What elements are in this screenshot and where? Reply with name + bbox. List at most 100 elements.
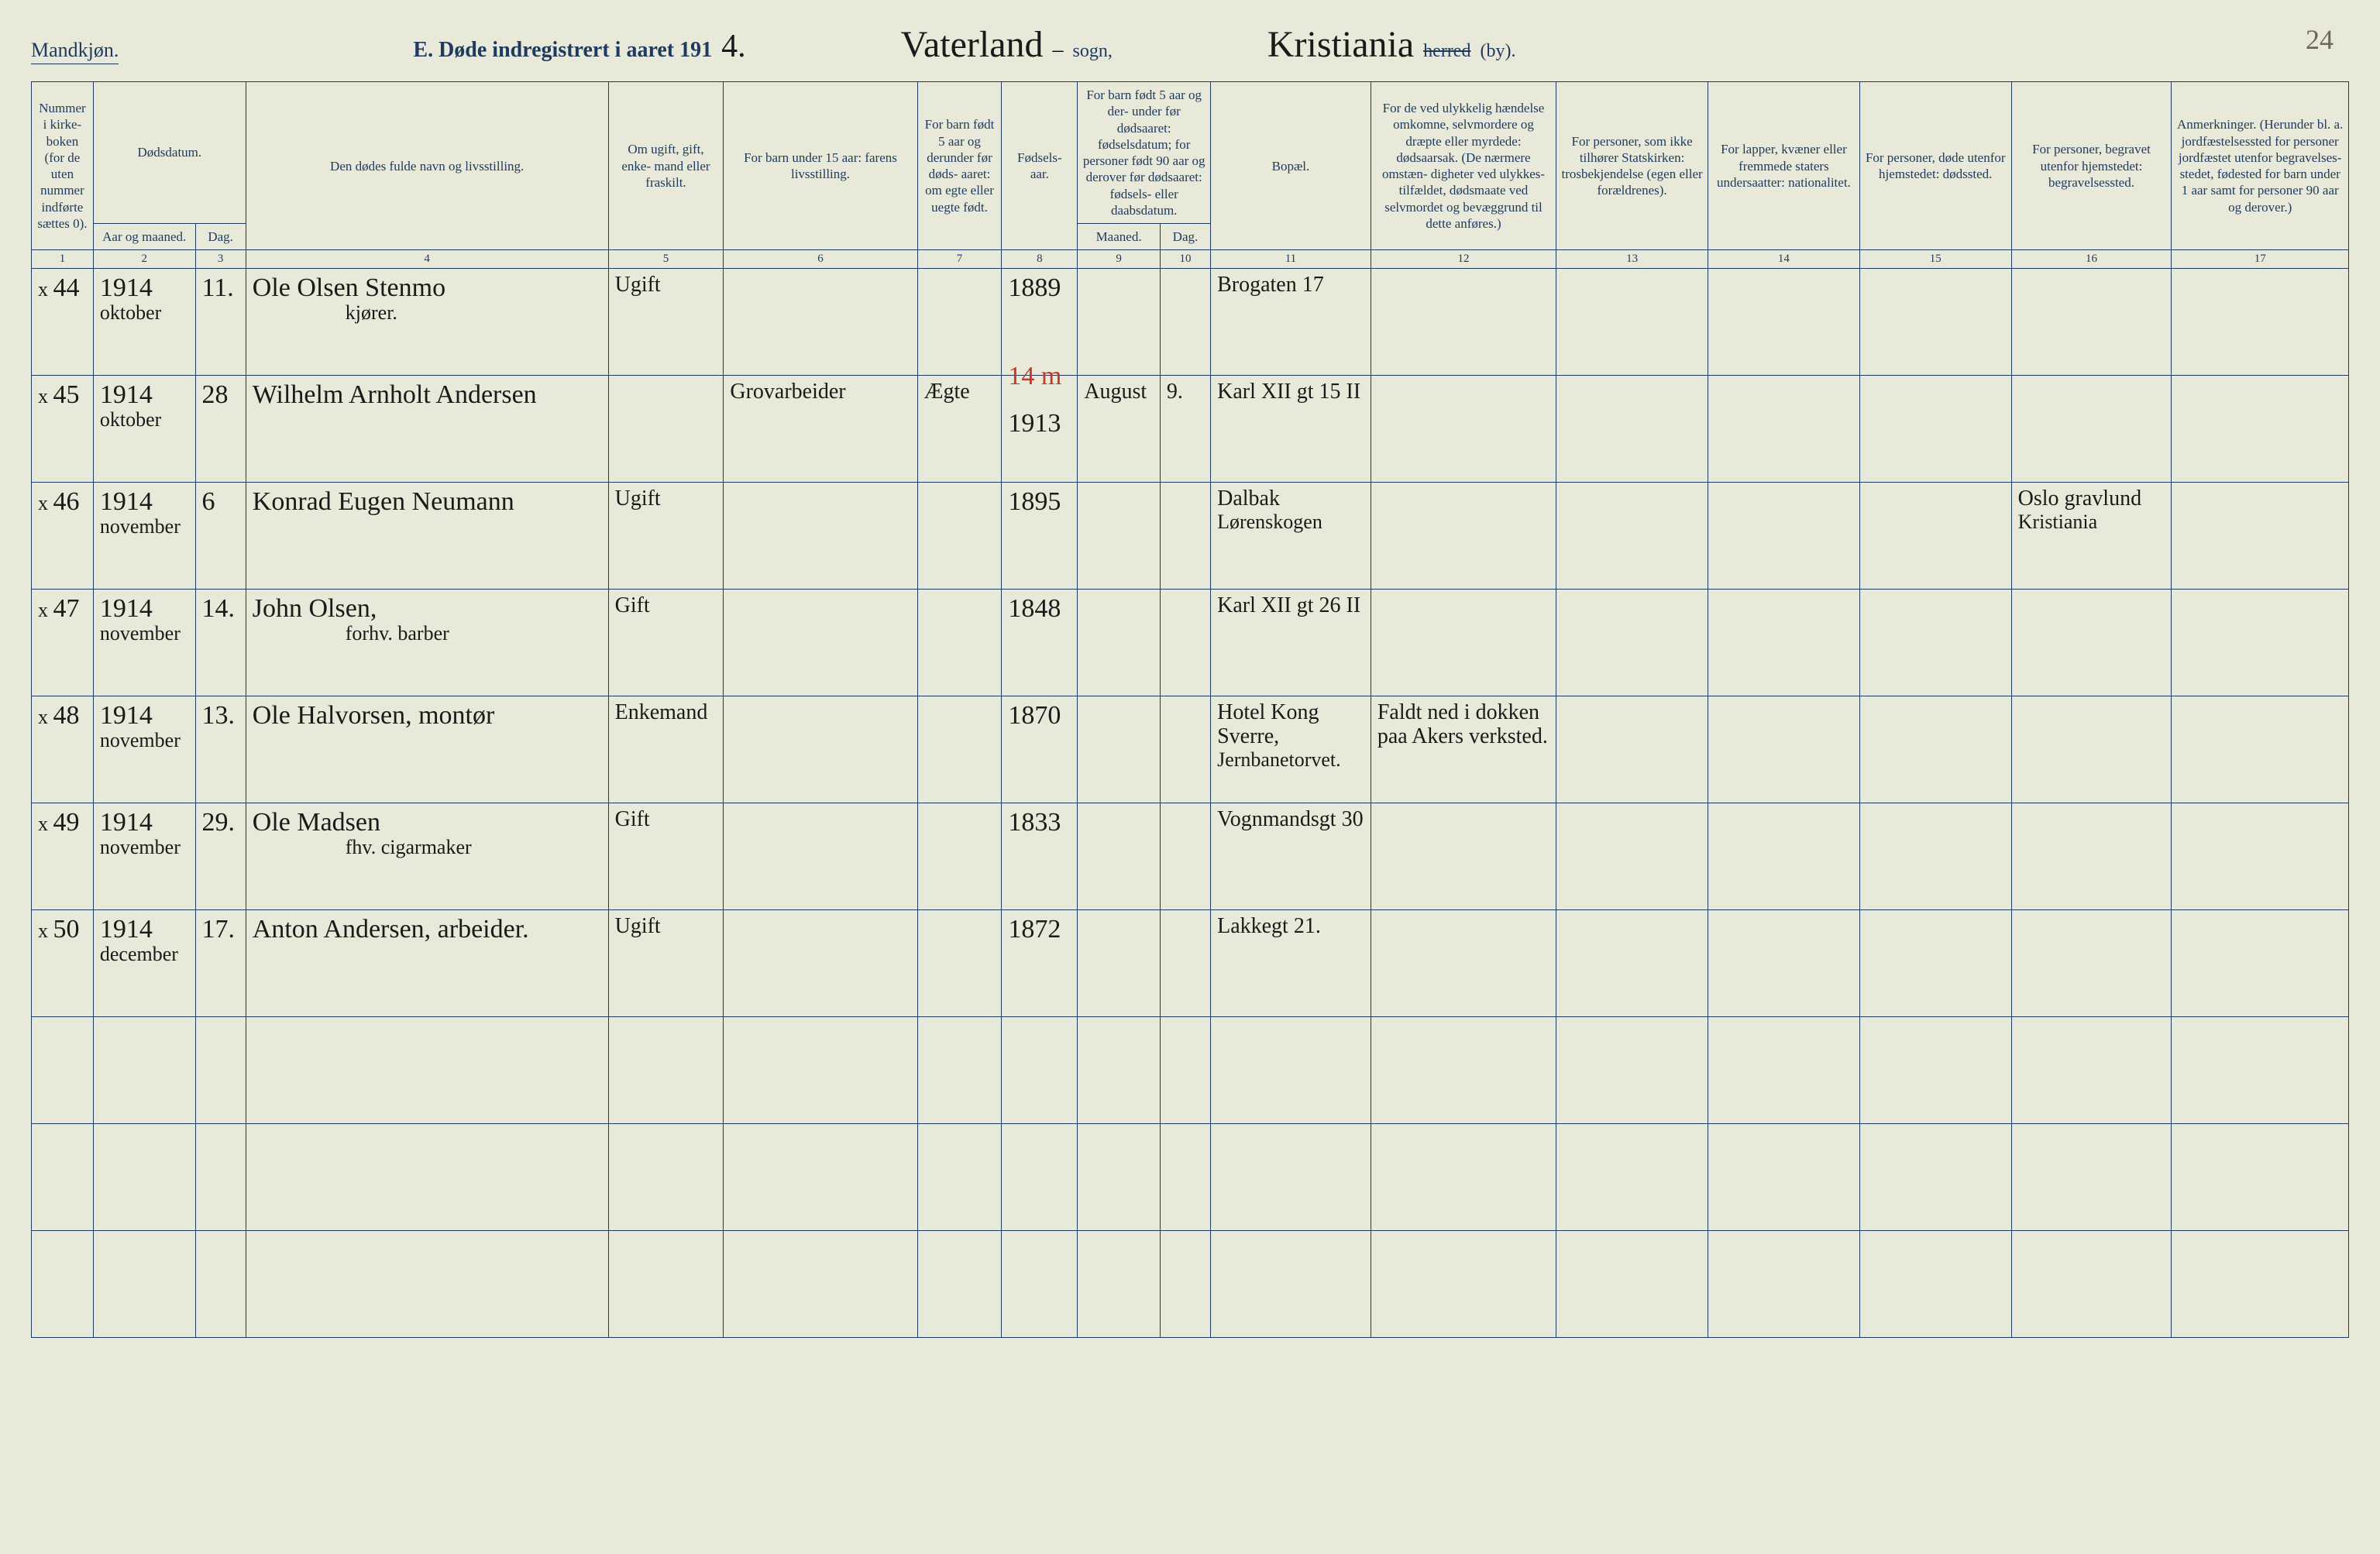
col-header: Aar og maaned. bbox=[93, 224, 195, 250]
col-header: Om ugift, gift, enke- mand eller fraskil… bbox=[608, 82, 724, 250]
cell-cause: Faldt ned i dokken paa Akers verksted. bbox=[1371, 696, 1556, 803]
cell-notes bbox=[2172, 269, 2349, 376]
city-hand: Kristiania bbox=[1267, 23, 1414, 66]
col-header: Maaned. bbox=[1078, 224, 1161, 250]
cell-blank bbox=[1002, 1017, 1078, 1124]
city-block: Kristiania herred (by). bbox=[1267, 23, 1516, 66]
cell-burial bbox=[2011, 803, 2172, 910]
cell-blank bbox=[246, 1124, 608, 1231]
city-print-strike: herred bbox=[1423, 41, 1470, 62]
col-number: 5 bbox=[608, 250, 724, 269]
col-header: For personer, begravet utenfor hjemstede… bbox=[2011, 82, 2172, 250]
col-header: Anmerkninger. (Herunder bl. a. jordfæste… bbox=[2172, 82, 2349, 250]
cell-nat bbox=[1708, 696, 1860, 803]
col-header: For barn født 5 aar og derunder før døds… bbox=[917, 82, 1002, 250]
cell-birthday bbox=[1160, 590, 1210, 696]
cell-father: Grovarbeider bbox=[724, 376, 917, 483]
parish-suffix: sogn, bbox=[1073, 41, 1113, 62]
cell-birthmonth bbox=[1078, 803, 1161, 910]
cell-civil bbox=[608, 376, 724, 483]
cell-legit bbox=[917, 803, 1002, 910]
cell-blank bbox=[195, 1124, 246, 1231]
cell-faith bbox=[1556, 696, 1708, 803]
col-number: 14 bbox=[1708, 250, 1860, 269]
col-header: Bopæl. bbox=[1211, 82, 1371, 250]
cell-name: Konrad Eugen Neumann bbox=[246, 483, 608, 590]
cell-blank bbox=[1371, 1124, 1556, 1231]
cell-blank bbox=[1160, 1124, 1210, 1231]
cell-legit bbox=[917, 696, 1002, 803]
cell-num: x 47 bbox=[32, 590, 94, 696]
col-number: 6 bbox=[724, 250, 917, 269]
cell-burial bbox=[2011, 590, 2172, 696]
cell-deathplace bbox=[1859, 803, 2011, 910]
cell-bopel: Brogaten 17 bbox=[1211, 269, 1371, 376]
cell-yearmonth: 1914oktober bbox=[93, 376, 195, 483]
cell-legit bbox=[917, 483, 1002, 590]
cell-blank bbox=[1859, 1017, 2011, 1124]
col-header: Dag. bbox=[195, 224, 246, 250]
cell-father bbox=[724, 269, 917, 376]
cell-name: Ole Olsen Stenmokjører. bbox=[246, 269, 608, 376]
cell-father bbox=[724, 910, 917, 1017]
city-print-suffix: (by). bbox=[1480, 41, 1515, 62]
title-year-hand: 4. bbox=[721, 28, 746, 65]
cell-notes bbox=[2172, 696, 2349, 803]
cell-blank bbox=[1211, 1231, 1371, 1338]
cell-burial bbox=[2011, 269, 2172, 376]
cell-legit: Ægte bbox=[917, 376, 1002, 483]
cell-blank bbox=[917, 1231, 1002, 1338]
cell-birthmonth bbox=[1078, 483, 1161, 590]
cell-blank bbox=[93, 1124, 195, 1231]
cell-blank bbox=[1708, 1017, 1860, 1124]
cell-cause bbox=[1371, 590, 1556, 696]
cell-name: John Olsen,forhv. barber bbox=[246, 590, 608, 696]
cell-birthday bbox=[1160, 803, 1210, 910]
col-number: 13 bbox=[1556, 250, 1708, 269]
col-header: Fødsels- aar. bbox=[1002, 82, 1078, 250]
table-row: x 441914oktober11.Ole Olsen Stenmokjører… bbox=[32, 269, 2349, 376]
cell-num: x 46 bbox=[32, 483, 94, 590]
title-block: E. Døde indregistrert i aaret 191 4. bbox=[413, 28, 745, 65]
cell-burial bbox=[2011, 696, 2172, 803]
cell-nat bbox=[1708, 910, 1860, 1017]
cell-blank bbox=[724, 1017, 917, 1124]
col-number: 15 bbox=[1859, 250, 2011, 269]
col-number: 1 bbox=[32, 250, 94, 269]
cell-father bbox=[724, 483, 917, 590]
cell-birthday bbox=[1160, 483, 1210, 590]
cell-blank bbox=[608, 1124, 724, 1231]
cell-bopel: Vognmandsgt 30 bbox=[1211, 803, 1371, 910]
parish-hand: Vaterland bbox=[901, 23, 1044, 66]
cell-blank bbox=[724, 1231, 917, 1338]
table-row: x 501914december17.Anton Andersen, arbei… bbox=[32, 910, 2349, 1017]
cell-blank bbox=[2011, 1124, 2172, 1231]
cell-blank bbox=[1556, 1124, 1708, 1231]
col-header: For personer, døde utenfor hjemstedet: d… bbox=[1859, 82, 2011, 250]
cell-cause bbox=[1371, 269, 1556, 376]
cell-birthday: 9. bbox=[1160, 376, 1210, 483]
cell-birthmonth bbox=[1078, 696, 1161, 803]
cell-civil: Ugift bbox=[608, 910, 724, 1017]
col-number: 11 bbox=[1211, 250, 1371, 269]
cell-blank bbox=[917, 1017, 1002, 1124]
cell-civil: Gift bbox=[608, 590, 724, 696]
col-header: For barn under 15 aar: farens livsstilli… bbox=[724, 82, 917, 250]
cell-blank bbox=[32, 1017, 94, 1124]
cell-blank bbox=[1371, 1017, 1556, 1124]
cell-birthday bbox=[1160, 910, 1210, 1017]
cell-deathplace bbox=[1859, 269, 2011, 376]
gender-label: Mandkjøn. bbox=[31, 39, 119, 64]
cell-day: 29. bbox=[195, 803, 246, 910]
cell-blank bbox=[246, 1231, 608, 1338]
cell-blank bbox=[1002, 1231, 1078, 1338]
cell-deathplace bbox=[1859, 483, 2011, 590]
title-print: E. Døde indregistrert i aaret 191 bbox=[413, 38, 712, 63]
cell-burial bbox=[2011, 376, 2172, 483]
cell-cause bbox=[1371, 483, 1556, 590]
cell-bopel: Karl XII gt 15 II bbox=[1211, 376, 1371, 483]
col-header: Dødsdatum. bbox=[93, 82, 246, 224]
cell-burial bbox=[2011, 910, 2172, 1017]
cell-legit bbox=[917, 590, 1002, 696]
cell-bopel: Hotel Kong Sverre,Jernbanetorvet. bbox=[1211, 696, 1371, 803]
